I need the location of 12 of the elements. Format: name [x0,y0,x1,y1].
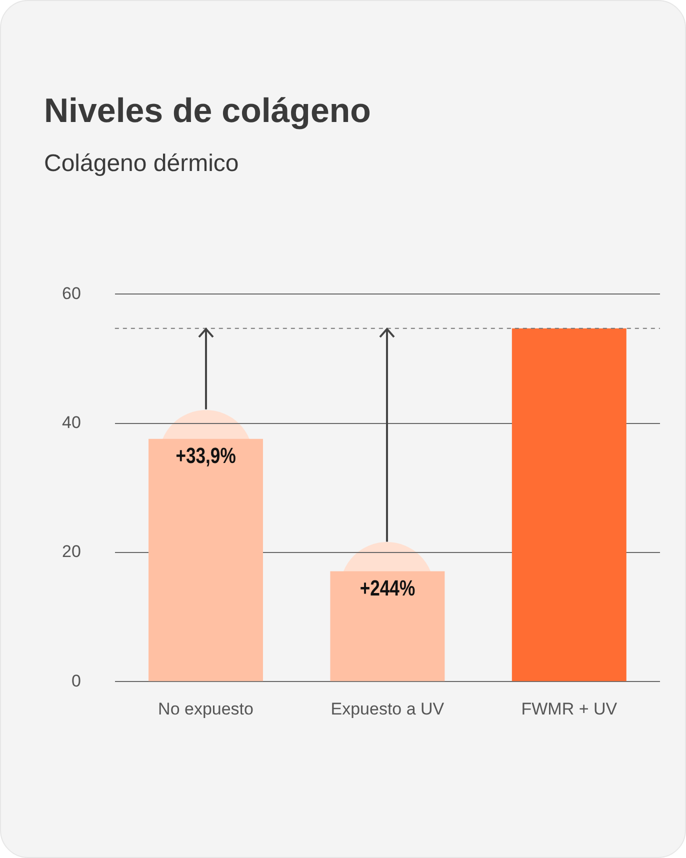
x-tick-label: No expuesto [158,699,254,718]
y-tick-label: 0 [71,671,81,690]
chart-title: Niveles de colágeno [44,92,371,131]
y-tick-label: 60 [62,284,81,303]
annotation: +244% [360,576,416,601]
y-tick-label: 40 [62,413,81,432]
x-tick-label: Expuesto a UV [330,699,445,718]
y-tick-label: 20 [62,542,81,562]
annotation: +33,9% [176,444,236,468]
chart-subtitle: Colágeno dérmico [44,150,239,178]
x-tick-label: FWMR + UV [521,699,618,718]
bar [512,328,626,682]
